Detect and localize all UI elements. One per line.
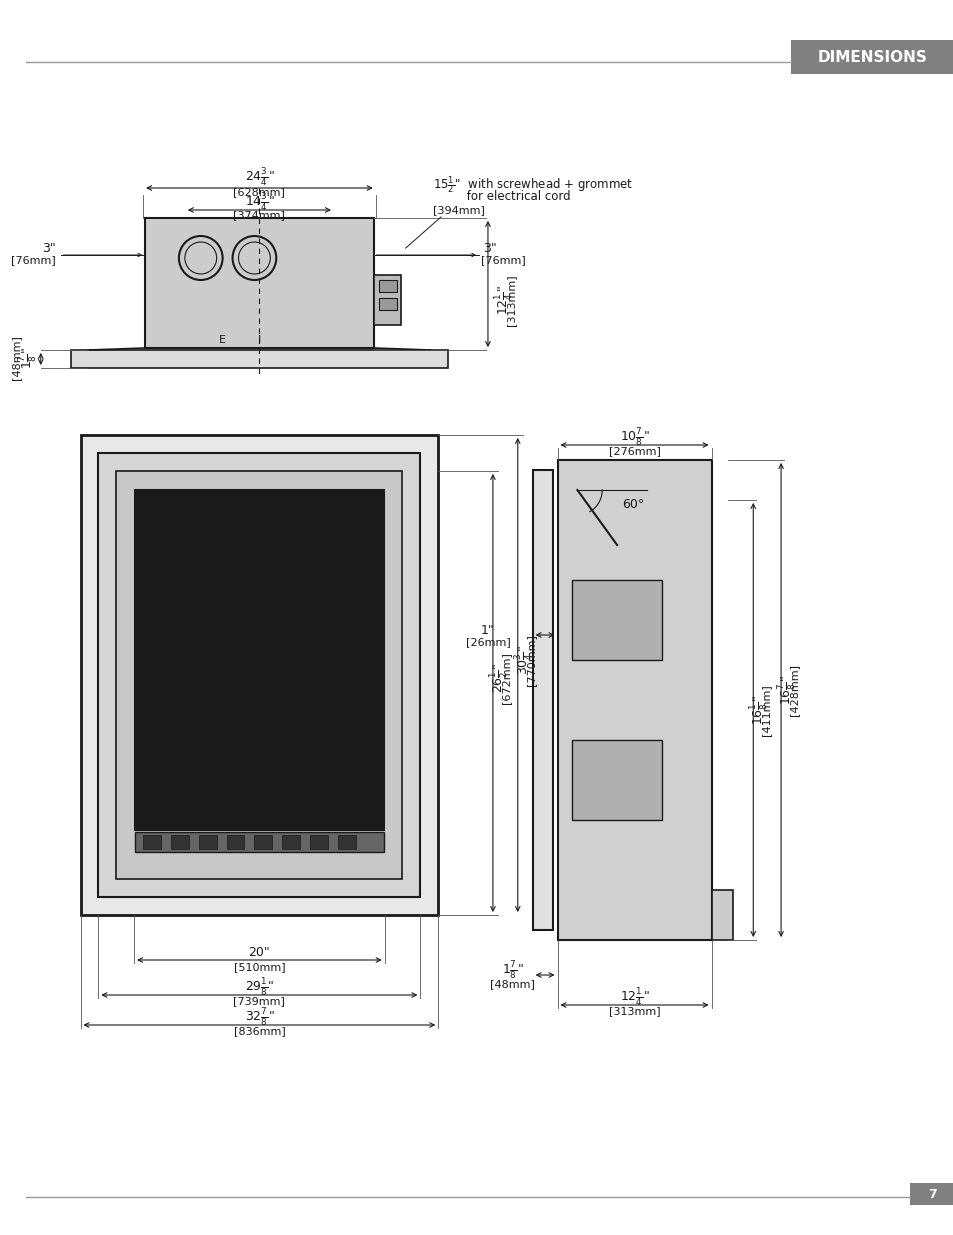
Bar — [171, 835, 189, 848]
Text: $1\frac{7}{8}$": $1\frac{7}{8}$" — [17, 347, 39, 369]
Bar — [135, 490, 383, 830]
Text: [628mm]: [628mm] — [233, 186, 285, 198]
Bar — [572, 740, 661, 820]
Text: [276mm]: [276mm] — [608, 446, 659, 456]
Text: [836mm]: [836mm] — [233, 1026, 285, 1036]
Text: $26\frac{1}{2}$": $26\frac{1}{2}$" — [487, 663, 509, 693]
Text: $12\frac{1}{4}$": $12\frac{1}{4}$" — [619, 986, 649, 1008]
Text: E: E — [219, 335, 226, 345]
Bar — [532, 471, 552, 930]
Text: [428mm]: [428mm] — [788, 664, 799, 716]
Text: $16\frac{7}{8}$": $16\frac{7}{8}$" — [776, 676, 798, 705]
Bar — [116, 471, 402, 879]
Text: $14\frac{3}{4}$": $14\frac{3}{4}$" — [244, 191, 274, 212]
Text: [739mm]: [739mm] — [233, 995, 285, 1007]
Text: [313mm]: [313mm] — [608, 1007, 659, 1016]
Bar — [557, 459, 711, 940]
Text: [374mm]: [374mm] — [233, 210, 285, 220]
Text: [313mm]: [313mm] — [505, 274, 516, 326]
Text: $32\frac{7}{8}$": $32\frac{7}{8}$" — [244, 1007, 274, 1028]
Text: 3": 3" — [42, 242, 55, 254]
Text: $29\frac{1}{8}$": $29\frac{1}{8}$" — [244, 976, 274, 998]
Bar — [135, 832, 383, 852]
Text: [76mm]: [76mm] — [480, 254, 525, 266]
Text: $1\frac{7}{8}$": $1\frac{7}{8}$" — [501, 960, 523, 981]
Text: [48mm]: [48mm] — [10, 336, 21, 380]
Text: 3": 3" — [482, 242, 497, 254]
Bar — [80, 435, 437, 915]
Bar — [198, 835, 216, 848]
Bar — [254, 835, 272, 848]
Bar — [145, 219, 374, 348]
Text: for electrical cord: for electrical cord — [433, 190, 570, 204]
Bar — [374, 275, 401, 325]
Text: DIMENSIONS: DIMENSIONS — [817, 49, 926, 64]
Bar — [227, 835, 244, 848]
Bar — [71, 350, 448, 368]
Text: [26mm]: [26mm] — [465, 637, 510, 647]
Text: [394mm]: [394mm] — [433, 205, 485, 215]
Bar — [98, 453, 420, 897]
Text: [770mm]: [770mm] — [525, 634, 536, 685]
Text: [510mm]: [510mm] — [233, 962, 285, 972]
Text: $24\frac{3}{4}$": $24\frac{3}{4}$" — [244, 165, 274, 188]
Text: 7: 7 — [926, 1188, 936, 1200]
Bar — [909, 1183, 953, 1205]
Bar — [790, 40, 953, 74]
Bar — [378, 298, 396, 310]
Text: 20": 20" — [249, 946, 270, 960]
Text: I: I — [257, 335, 261, 345]
Text: $12\frac{1}{4}$": $12\frac{1}{4}$" — [493, 285, 515, 315]
Text: $15\frac{1}{2}$"  with screwhead + grommet: $15\frac{1}{2}$" with screwhead + gromme… — [433, 174, 633, 196]
Text: [76mm]: [76mm] — [10, 254, 55, 266]
Bar — [378, 280, 396, 291]
Text: 60°: 60° — [621, 499, 643, 511]
Text: [672mm]: [672mm] — [500, 652, 511, 704]
Text: [48mm]: [48mm] — [490, 979, 535, 989]
Text: $16\frac{1}{8}$": $16\frac{1}{8}$" — [747, 695, 769, 725]
Text: [411mm]: [411mm] — [760, 684, 770, 736]
Bar — [143, 835, 161, 848]
Text: $30\frac{3}{4}$": $30\frac{3}{4}$" — [513, 645, 534, 674]
Bar — [337, 835, 355, 848]
Bar — [282, 835, 300, 848]
Bar — [711, 890, 733, 940]
Text: 1": 1" — [480, 624, 495, 636]
Bar — [310, 835, 328, 848]
Bar — [572, 580, 661, 659]
Text: $10\frac{7}{8}$": $10\frac{7}{8}$" — [619, 426, 649, 448]
